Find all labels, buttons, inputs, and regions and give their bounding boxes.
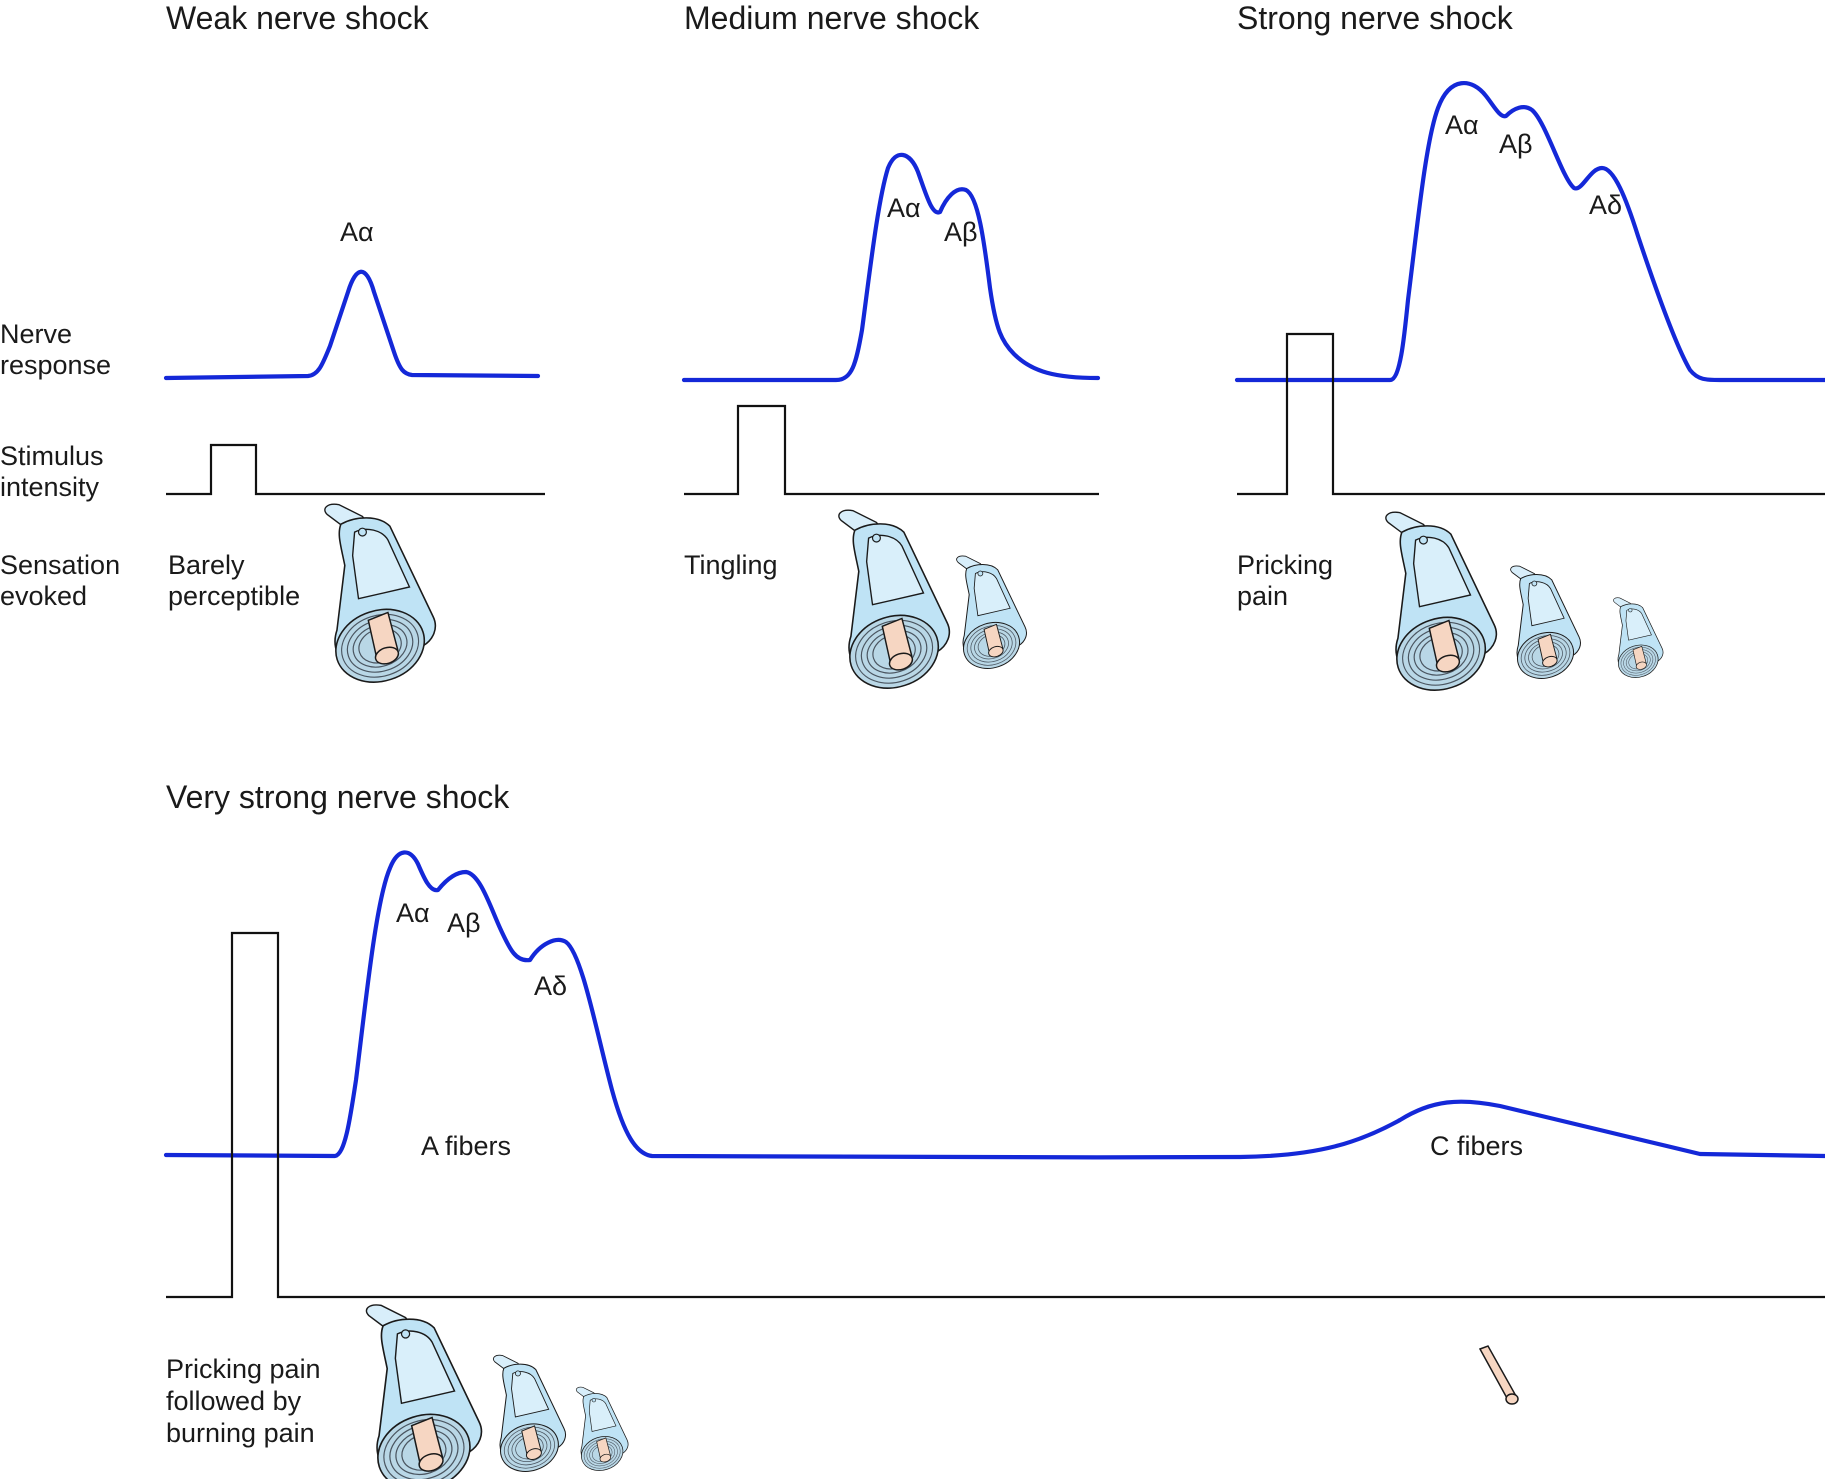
panel-strong: Strong nerve shock Aα Aβ Aδ Pricking pai… [1234, 0, 1825, 703]
sensation-very-strong-line2: followed by [166, 1386, 302, 1416]
peak-label-delta-very-strong: Aδ [534, 971, 567, 1001]
stimulus-intensity-label-line1: Stimulus [0, 441, 104, 471]
stimulus-pulse-weak [166, 443, 545, 496]
nerve-response-label-line1: Nerve [0, 319, 72, 349]
myelinated-fiber-icon [1385, 511, 1498, 703]
panel-title-medium: Medium nerve shock [684, 0, 980, 36]
sensation-evoked-label-line1: Sensation [0, 550, 120, 580]
sensation-weak-line2: perceptible [168, 581, 300, 611]
panel-title-strong: Strong nerve shock [1237, 0, 1514, 36]
sensation-evoked-label-line2: evoked [0, 581, 87, 611]
peak-label-alpha-medium: Aα [887, 193, 921, 223]
sensation-very-strong-line3: burning pain [166, 1418, 315, 1448]
group-label-a-fibers: A fibers [421, 1131, 511, 1161]
stimulus-pulse-strong [1237, 332, 1825, 496]
panel-title-weak: Weak nerve shock [166, 0, 430, 36]
nerve-response-trace-very-strong [163, 850, 1825, 1160]
peak-label-alpha-weak: Aα [340, 217, 374, 247]
sensation-strong-line1: Pricking [1237, 550, 1333, 580]
myelinated-fiber-icon [838, 509, 951, 701]
nerve-response-trace-weak [163, 269, 541, 381]
peak-label-beta-medium: Aβ [944, 217, 978, 247]
peak-label-beta-strong: Aβ [1499, 129, 1533, 159]
group-label-c-fibers: C fibers [1430, 1131, 1523, 1161]
peak-label-beta-very-strong: Aβ [447, 908, 481, 938]
myelinated-fiber-icon [324, 503, 437, 695]
myelinated-fiber-icon [575, 1386, 629, 1477]
sensation-weak-line1: Barely [168, 550, 245, 580]
myelinated-fiber-icon [492, 1354, 567, 1479]
peak-label-delta-strong: Aδ [1589, 190, 1622, 220]
panel-weak: Weak nerve shock Aα Barely perceptible [163, 0, 545, 695]
row-labels: Nerve response Stimulus intensity Sensat… [0, 319, 120, 611]
stimulus-pulse-medium [684, 404, 1099, 496]
panel-title-very-strong: Very strong nerve shock [166, 779, 510, 815]
nerve-response-trace-medium [681, 152, 1101, 383]
sensation-very-strong-line1: Pricking pain [166, 1354, 321, 1384]
panel-very-strong: Very strong nerve shock Aα Aβ Aδ A fiber… [163, 779, 1825, 1479]
myelinated-fiber-icon [365, 1304, 483, 1479]
stimulus-intensity-label-line2: intensity [0, 472, 100, 502]
nerve-response-trace-strong [1234, 80, 1825, 383]
nerve-response-label-line2: response [0, 350, 111, 380]
myelinated-fiber-icon [1613, 597, 1664, 683]
unmyelinated-fiber-icon [1478, 1345, 1519, 1405]
peak-label-alpha-very-strong: Aα [396, 898, 430, 928]
peak-label-alpha-strong: Aα [1445, 110, 1479, 140]
myelinated-fiber-icon [956, 555, 1027, 676]
sensation-strong-line2: pain [1237, 581, 1288, 611]
myelinated-fiber-icon [1510, 565, 1581, 686]
panel-medium: Medium nerve shock Aα Aβ Tingling [681, 0, 1101, 701]
stimulus-pulse-very-strong [166, 931, 1825, 1299]
sensation-medium: Tingling [684, 550, 778, 580]
